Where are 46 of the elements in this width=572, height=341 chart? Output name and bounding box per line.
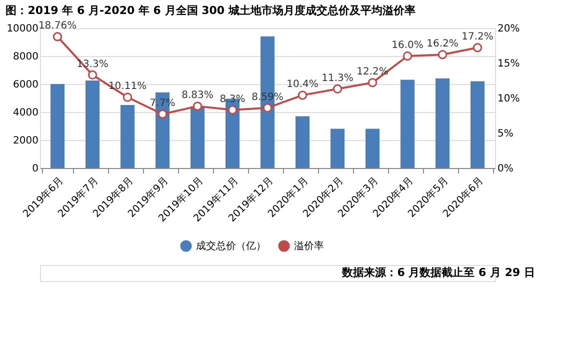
legend-label: 溢价率 (294, 240, 324, 252)
data-label: 11.3% (322, 72, 354, 84)
y-tick-label: 10000 (6, 24, 38, 34)
bar (400, 80, 414, 168)
bar (366, 128, 380, 168)
y-tick-label: 0 (32, 164, 38, 174)
bar (296, 116, 310, 168)
point (88, 70, 98, 80)
bar (330, 128, 344, 168)
point (52, 32, 62, 42)
point (122, 92, 132, 102)
bar (470, 81, 484, 168)
point (228, 105, 238, 115)
point (262, 103, 272, 112)
point (438, 50, 448, 60)
data-label: 17.2% (462, 32, 494, 43)
bar (120, 105, 134, 168)
legend-label: 成交总价（亿） (196, 240, 266, 252)
bar (86, 80, 100, 168)
data-label: 16.2% (426, 38, 458, 50)
y-tick-label: 4000 (13, 108, 38, 118)
point (192, 102, 202, 111)
point (368, 78, 378, 88)
y-tick-label: 2000 (13, 136, 38, 146)
bar (436, 78, 450, 168)
bar (50, 84, 64, 168)
y2-tick-label: 0% (498, 164, 514, 174)
y2-tick-label: 20% (498, 24, 520, 34)
data-label: 8.3% (220, 94, 246, 105)
y2-tick-label: 15% (498, 58, 520, 70)
point (402, 51, 412, 61)
point (298, 90, 308, 100)
data-label: 10.4% (286, 79, 318, 90)
point (158, 109, 168, 119)
chart-title: 图：2019 年 6 月-2020 年 6 月全国 300 城土地市场月度成交总价及平均溢价率 (6, 4, 416, 18)
data-label: 8.83% (182, 90, 214, 102)
point (332, 84, 342, 94)
y2-tick-label: 10% (498, 94, 520, 104)
data-label: 16.0% (392, 40, 424, 51)
y2-tick-label: 5% (498, 128, 514, 140)
y-tick-label: 8000 (13, 52, 38, 62)
point (472, 42, 482, 52)
bar (190, 106, 204, 168)
y-tick-label: 6000 (13, 80, 38, 90)
data-label: 18.76% (38, 20, 77, 32)
source-note: 数据来源：6 月数据截止至 6 月 29 日 (341, 266, 535, 279)
